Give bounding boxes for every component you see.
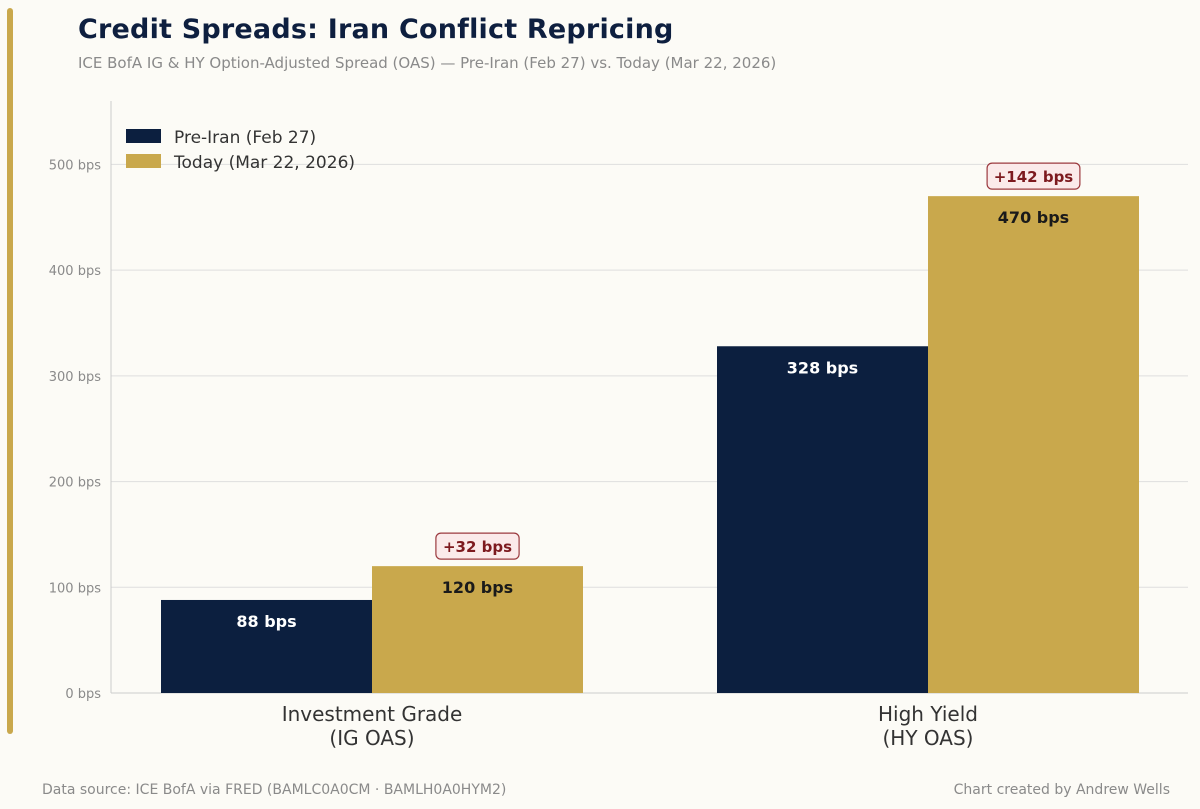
x-tick-label: (HY OAS) (883, 726, 974, 750)
x-tick-label: (IG OAS) (329, 726, 414, 750)
y-tick-label: 200 bps (49, 476, 101, 491)
accent-bar (7, 8, 13, 734)
y-tick-label: 400 bps (49, 264, 101, 279)
bar (372, 566, 583, 693)
legend-label: Today (Mar 22, 2026) (173, 153, 355, 173)
x-tick-label: Investment Grade (282, 702, 463, 726)
y-tick-label: 100 bps (49, 581, 101, 596)
data-source-note: Data source: ICE BofA via FRED (BAMLC0A0… (42, 782, 507, 798)
bar-value-label: 120 bps (442, 578, 513, 597)
delta-badge (435, 532, 520, 560)
delta-label: +32 bps (443, 538, 512, 556)
bar (717, 346, 928, 693)
chart-title: Credit Spreads: Iran Conflict Repricing (78, 14, 674, 45)
y-tick-label: 300 bps (49, 370, 101, 385)
x-tick-label: High Yield (878, 702, 978, 726)
delta-badge (986, 162, 1081, 190)
bar-value-label: 88 bps (236, 612, 296, 631)
delta-label: +142 bps (994, 168, 1074, 186)
y-tick-label: 0 bps (65, 687, 101, 702)
bar-value-label: 470 bps (998, 208, 1069, 227)
chart-credit: Chart created by Andrew Wells (953, 782, 1170, 798)
y-tick-label: 500 bps (49, 158, 101, 173)
legend-swatch (126, 129, 161, 143)
bar (928, 196, 1139, 693)
chart-subtitle: ICE BofA IG & HY Option-Adjusted Spread … (78, 54, 777, 72)
legend-swatch (126, 154, 161, 168)
bar-value-label: 328 bps (787, 358, 858, 377)
bar (161, 599, 372, 693)
legend-label: Pre-Iran (Feb 27) (174, 128, 316, 148)
